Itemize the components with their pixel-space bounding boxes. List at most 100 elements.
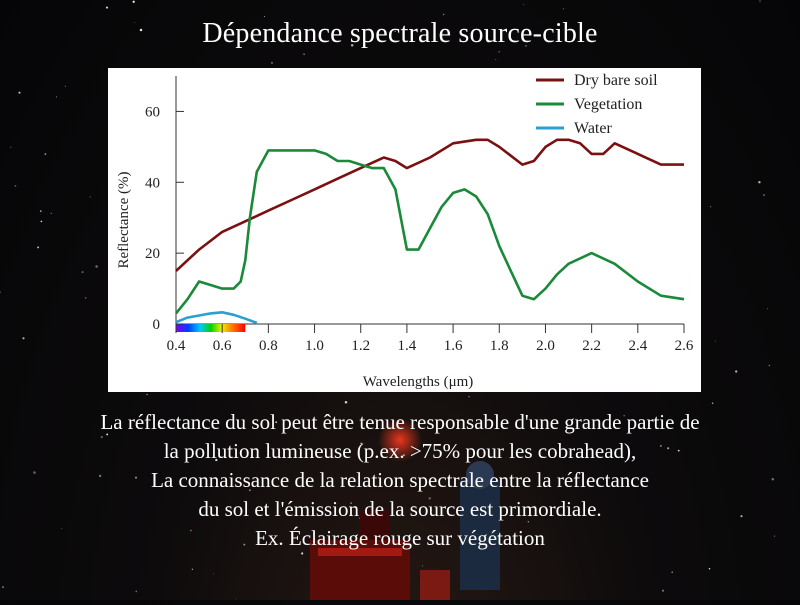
series-line-vegetation bbox=[174, 149, 685, 315]
star bbox=[708, 568, 711, 570]
star bbox=[135, 476, 137, 479]
star bbox=[10, 146, 12, 148]
x-tick-label: 0.6 bbox=[213, 338, 232, 354]
star bbox=[135, 590, 138, 593]
star bbox=[758, 181, 761, 184]
star bbox=[498, 51, 500, 53]
x-tick-label: 1.6 bbox=[444, 338, 463, 354]
x-tick-label: 1.0 bbox=[305, 338, 324, 354]
page-title: Dépendance spectrale source-cible bbox=[202, 18, 598, 49]
star bbox=[301, 552, 304, 555]
star bbox=[768, 364, 770, 367]
star bbox=[763, 194, 765, 196]
star bbox=[50, 212, 52, 215]
x-tick-label: 1.2 bbox=[351, 338, 370, 354]
star bbox=[661, 589, 665, 592]
y-axis-label: Reflectance (%) bbox=[116, 171, 132, 268]
star bbox=[342, 419, 345, 422]
star bbox=[106, 433, 109, 436]
star bbox=[350, 44, 354, 47]
visible-spectrum-bar bbox=[176, 324, 246, 332]
star bbox=[759, 0, 761, 2]
caption-line-4: du sol et l'émission de la source est pr… bbox=[198, 497, 602, 521]
caption-line-1: La réflectance du sol peut être tenue re… bbox=[100, 410, 700, 434]
y-tick-label: 0 bbox=[153, 317, 161, 333]
star bbox=[22, 337, 25, 340]
star bbox=[215, 458, 218, 462]
caption-line-2: la pollution lumineuse (p.ex. >75% pour … bbox=[163, 439, 637, 463]
star bbox=[468, 395, 470, 398]
star bbox=[235, 598, 237, 600]
star bbox=[132, 0, 135, 3]
star bbox=[33, 471, 36, 474]
star bbox=[275, 421, 278, 424]
star bbox=[105, 6, 109, 9]
y-tick-label: 20 bbox=[145, 246, 160, 262]
star bbox=[709, 206, 712, 208]
star bbox=[360, 442, 362, 444]
star bbox=[677, 449, 680, 452]
star bbox=[81, 271, 84, 274]
star bbox=[773, 535, 776, 537]
star bbox=[422, 565, 423, 567]
x-tick-label: 0.8 bbox=[259, 338, 278, 354]
x-tick-label: 1.8 bbox=[490, 338, 509, 354]
star bbox=[563, 8, 565, 10]
star bbox=[18, 91, 21, 94]
star bbox=[0, 291, 1, 294]
star bbox=[740, 515, 743, 518]
star bbox=[303, 53, 305, 56]
star bbox=[146, 393, 148, 396]
star bbox=[89, 196, 91, 198]
legend-label: Water bbox=[574, 120, 612, 137]
star bbox=[350, 502, 352, 504]
star bbox=[249, 489, 251, 492]
y-tick-label: 40 bbox=[145, 175, 160, 191]
star bbox=[344, 401, 348, 404]
star bbox=[190, 529, 192, 532]
star bbox=[525, 45, 527, 47]
star bbox=[14, 184, 17, 187]
x-tick-label: 2.0 bbox=[536, 338, 555, 354]
caption-line-5: Ex. Éclairage rouge sur végétation bbox=[255, 526, 545, 550]
star bbox=[767, 308, 769, 310]
star bbox=[40, 220, 43, 223]
x-tick-label: 1.4 bbox=[398, 338, 417, 354]
star bbox=[61, 528, 63, 530]
star bbox=[44, 153, 47, 155]
star bbox=[394, 30, 396, 32]
series-line-water bbox=[175, 311, 258, 325]
star bbox=[714, 340, 716, 342]
star bbox=[428, 497, 431, 500]
star bbox=[523, 4, 524, 6]
star bbox=[191, 568, 194, 570]
star bbox=[771, 477, 775, 481]
star bbox=[711, 402, 714, 404]
star bbox=[98, 474, 102, 478]
star bbox=[134, 21, 136, 23]
star bbox=[660, 445, 662, 447]
star bbox=[667, 447, 670, 450]
star bbox=[95, 265, 98, 268]
star bbox=[2, 586, 4, 589]
y-tick-label: 60 bbox=[145, 104, 160, 120]
star bbox=[212, 573, 214, 575]
star bbox=[270, 61, 274, 64]
star bbox=[37, 246, 40, 249]
star bbox=[735, 370, 738, 373]
star bbox=[84, 297, 87, 299]
star bbox=[495, 59, 497, 61]
red-lit-equipment-silhouette bbox=[300, 418, 540, 600]
x-axis-label: Wavelengths (μm) bbox=[363, 374, 474, 390]
reflectance-chart: 0.4 0.6 0.8 1.0 1.2 1.4 1.6 1.8 2.0 2.2 2.4 2.6 0 20 4… bbox=[116, 72, 694, 390]
star bbox=[623, 415, 625, 417]
x-tick-label: 2.4 bbox=[628, 338, 647, 354]
star bbox=[442, 13, 445, 16]
legend-label: Vegetation bbox=[574, 96, 642, 113]
series-line-dry-bare-soil bbox=[175, 138, 684, 272]
star bbox=[671, 571, 673, 574]
caption: La réflectance du sol peut être tenue re… bbox=[0, 408, 800, 553]
star bbox=[40, 210, 42, 212]
legend-label: Dry bare soil bbox=[574, 72, 658, 89]
star bbox=[100, 435, 103, 439]
